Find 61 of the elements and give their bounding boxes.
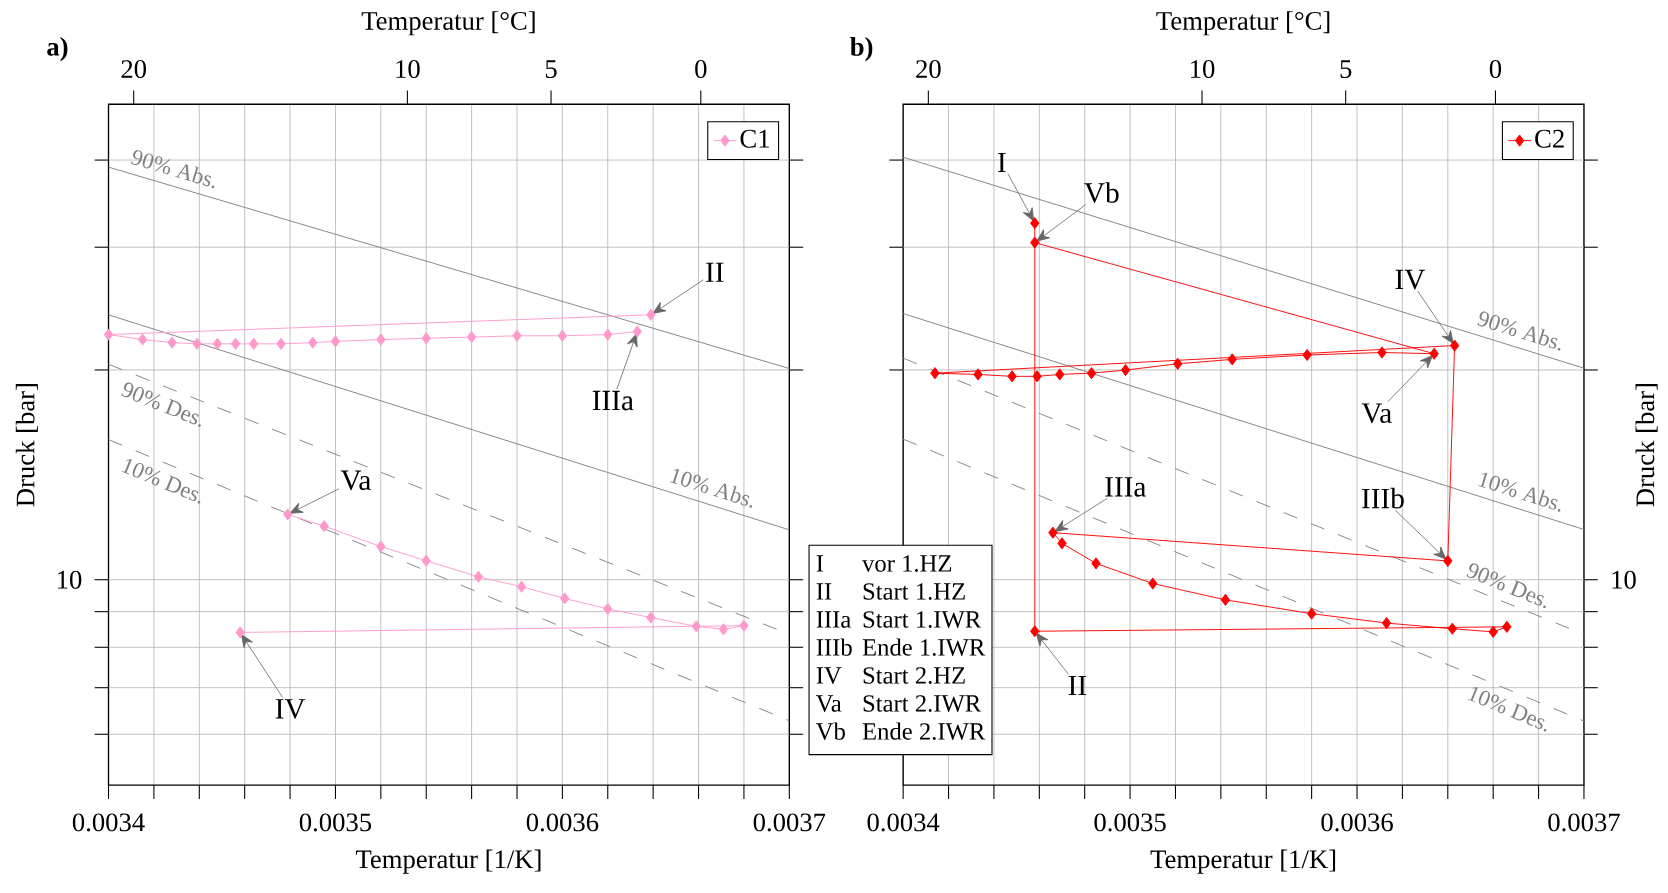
annotation: Va xyxy=(340,470,371,491)
text: Va xyxy=(815,695,842,713)
text: 90% Abs. xyxy=(1477,311,1561,351)
text: II xyxy=(816,583,832,600)
annotation: Va xyxy=(1361,403,1392,424)
text: 10% Abs. xyxy=(669,469,753,509)
annotation: Vb xyxy=(1084,182,1119,204)
x-tick-label: 0.0034 xyxy=(72,813,145,832)
annotation: Start 2.IWR xyxy=(863,695,982,713)
annotation: IIIa xyxy=(592,391,634,411)
annotation: Start 1.HZ xyxy=(863,583,965,601)
x-tick-label: 0.0034 xyxy=(867,813,940,832)
annotation: II xyxy=(1068,676,1087,696)
text: 90% Des. xyxy=(121,382,201,428)
x-axis-title: Temperatur [1/K] xyxy=(1150,849,1336,874)
text: 90% Des. xyxy=(1466,563,1546,609)
x-tick-label: 0.0036 xyxy=(526,813,599,832)
text: Vb xyxy=(815,722,845,741)
chart-title: b) xyxy=(850,37,873,62)
annotation: IIIb xyxy=(1361,488,1404,509)
annotation: IV xyxy=(1395,270,1426,290)
text: 5 xyxy=(545,60,557,79)
text: 10% Abs. xyxy=(1478,473,1561,512)
annotation: Start 1.IWR xyxy=(863,611,982,629)
annotation: Ende 1.IWR xyxy=(862,638,986,657)
text: 10 xyxy=(58,570,82,589)
annotation: IV xyxy=(275,699,306,720)
text: 0 xyxy=(1489,60,1502,79)
annotation: Start 2.HZ xyxy=(863,667,965,685)
text: 10% Des. xyxy=(121,459,201,504)
chart-title: a) xyxy=(47,37,68,62)
x2-axis-title: Temperatur [°C] xyxy=(361,11,535,36)
annotation: I xyxy=(997,153,1006,173)
text: 90% Abs. xyxy=(130,150,215,189)
annotation: II xyxy=(706,262,724,283)
text: 20 xyxy=(916,60,941,79)
x-tick-label: 0.0035 xyxy=(299,813,372,832)
text: 10 xyxy=(1191,60,1215,79)
x2-axis-title: Temperatur [°C] xyxy=(1156,11,1330,36)
legend-label: C1 xyxy=(740,130,769,148)
text: I xyxy=(816,555,824,572)
text: 10% Des. xyxy=(1467,687,1547,732)
y-axis-title: Druck [bar] xyxy=(1635,384,1658,507)
text: 0 xyxy=(695,60,707,79)
x-tick-label: 0.0035 xyxy=(1094,813,1166,832)
annotation: IIIa xyxy=(1105,477,1147,497)
text: 5 xyxy=(1340,60,1352,79)
text: IV xyxy=(816,667,842,685)
text: IIIa xyxy=(816,611,851,629)
text: 20 xyxy=(121,60,147,79)
x-tick-label: 0.0037 xyxy=(753,813,826,832)
annotation: Ende 2.IWR xyxy=(862,722,986,741)
y-axis-title: Druck [bar] xyxy=(15,384,38,507)
text: 10 xyxy=(396,60,420,79)
text: IIIb xyxy=(816,638,852,657)
text: 10 xyxy=(1612,570,1636,589)
legend-label: C2 xyxy=(1535,130,1564,148)
x-axis-title: Temperatur [1/K] xyxy=(355,849,541,874)
annotation: vor 1.HZ xyxy=(862,555,952,573)
x-tick-label: 0.0037 xyxy=(1548,813,1620,832)
x-tick-label: 0.0036 xyxy=(1321,813,1393,832)
